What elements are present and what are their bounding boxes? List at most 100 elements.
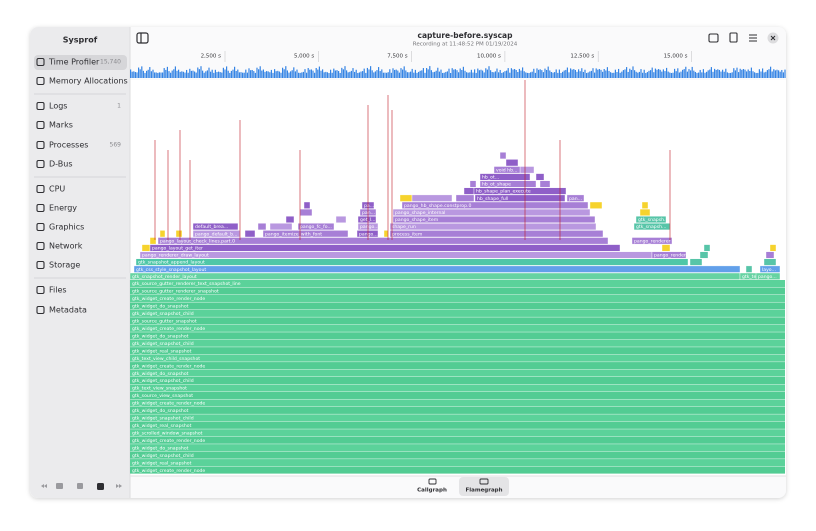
wave-bar [358,72,360,78]
stack-frame[interactable] [392,208,591,216]
sidebar-item[interactable]: Storage [49,261,80,270]
stack-frame[interactable] [566,194,585,202]
save-button[interactable] [729,32,738,43]
stack-frame[interactable] [479,173,531,181]
wave-bar [595,68,597,78]
frame-label: pa... [364,204,374,209]
wave-bar [483,72,485,78]
stack-frame[interactable] [401,201,589,209]
wave-bar [712,71,714,78]
stack-frame[interactable] [759,265,781,273]
wave-bar [328,72,330,78]
wave-bar [645,72,647,78]
sidebar-item[interactable]: Time Profiler [48,58,100,67]
stack-frame[interactable] [493,166,521,174]
frame-label: gtk_snapshot_render_layout [132,274,197,280]
wave-bar [586,72,588,78]
sidebar-item[interactable]: Logs [49,102,67,111]
sidebar-item[interactable]: Graphics [49,223,84,232]
stack-frame[interactable] [473,187,567,195]
wave-bar [590,70,592,78]
stack-frame[interactable] [357,215,377,223]
tab-flamegraph[interactable]: Flamegraph [465,488,502,494]
sidebar-item[interactable]: Marks [49,121,73,130]
item-count: 15,740 [100,59,121,66]
frame-label: layo... [762,267,776,273]
wave-bar [286,70,288,78]
wave-bar [246,72,248,78]
menu-button[interactable] [749,34,757,42]
stack-frame [130,339,785,347]
wave-bar [584,69,586,78]
wave-bar [560,72,562,78]
stack-frame[interactable] [474,194,566,202]
record[interactable] [97,483,104,490]
wave-bar [754,72,756,78]
sidebar-item[interactable]: Memory Allocations [49,77,128,86]
wave-bar [283,69,285,78]
frame-label: hb_shape_full [477,196,508,202]
stack-frame[interactable] [262,230,349,238]
wave-bar [219,72,221,78]
wave-bar [200,66,202,78]
stack-frame[interactable] [149,244,621,252]
stack-frame[interactable] [133,265,741,273]
sidebar-item[interactable]: Files [49,286,67,295]
sidebar-toggle[interactable] [136,32,149,44]
frame-label: pango... [758,275,777,280]
stack-frame[interactable] [635,215,667,223]
sidebar-item[interactable]: Processes [49,141,88,150]
wave-bar [698,72,700,78]
wave-bar [522,67,524,78]
wave-bar [587,72,589,78]
wave-bar [600,69,602,78]
skip-back[interactable] [41,484,47,488]
stack-frame [130,421,785,429]
skip-forward[interactable] [116,484,122,488]
stack-frame [130,429,785,437]
wave-bar [568,72,570,78]
sidebar-item[interactable]: Metadata [49,306,87,315]
panel-toggle[interactable] [708,33,719,43]
wave-bar [405,70,407,78]
wave-bar [322,69,324,78]
frame-label: gtk_widget_do_snapshot [132,408,189,414]
wave-bar [373,72,375,78]
time-ruler: 2,500 s 5,000 s 7,500 s 10,000 s 12,500 s 15,… [201,51,692,62]
wave-bar [448,68,450,78]
stack-frame[interactable] [479,180,537,188]
tab-callgraph[interactable]: Callgraph [417,488,447,494]
stop[interactable] [77,483,83,489]
wave-bar [221,72,223,78]
wave-bar [282,67,284,78]
stack-frame [399,194,413,202]
stack-frame[interactable] [651,251,687,259]
stack-frame[interactable] [631,237,673,245]
stack-frame[interactable] [157,237,609,245]
frame-label: pan... [362,211,375,216]
wave-bar [296,69,298,78]
sidebar-item[interactable]: Network [49,242,83,251]
wave-bar [744,69,746,78]
record-back[interactable] [56,483,63,489]
frame-label: gtk_source_gutter_renderer_text_snapshot… [132,281,241,287]
stack-frame[interactable] [755,272,781,280]
stack-frame[interactable] [135,258,689,266]
stack-frame[interactable] [389,223,597,231]
stack-frame[interactable] [139,251,653,259]
stack-frame [589,201,603,209]
sidebar-item[interactable]: CPU [49,185,65,194]
stack-frame[interactable] [297,223,335,231]
sidebar-item[interactable]: D-Bus [49,160,73,169]
stack-frame[interactable] [356,230,379,238]
stack-frame[interactable] [129,272,741,280]
stack-frame[interactable] [389,230,604,238]
wave-bar [557,72,559,78]
wave-bar [566,67,568,78]
stack-frame[interactable] [392,215,596,223]
wave-bar [312,70,314,78]
sidebar-item[interactable]: Energy [49,204,77,213]
wave-bar [419,70,421,78]
wave-bar [421,70,423,78]
stack-frame[interactable] [192,223,239,231]
